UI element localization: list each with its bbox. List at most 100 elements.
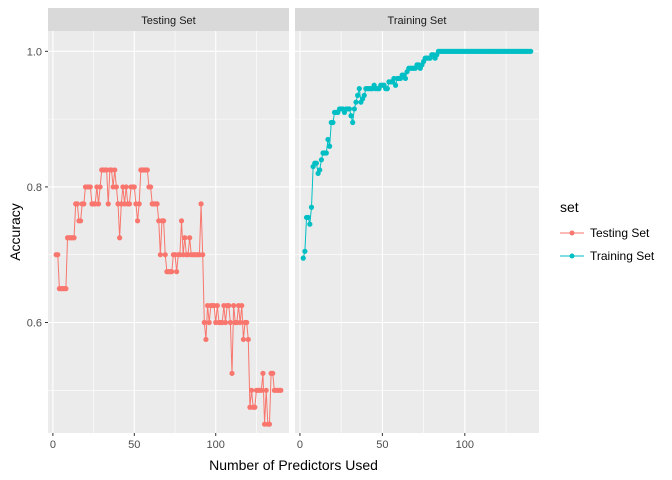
data-point	[55, 252, 61, 258]
y-axis: 0.6 0.8 1.0	[27, 46, 48, 330]
data-point	[318, 157, 324, 163]
data-point	[348, 113, 354, 119]
data-point	[327, 143, 333, 149]
data-point	[305, 214, 311, 221]
data-point	[252, 404, 258, 410]
data-point	[198, 201, 204, 207]
x-tick-label: 0	[50, 439, 56, 451]
data-point	[240, 336, 247, 343]
data-point	[239, 302, 245, 309]
facet-strip-label: Training Set	[388, 15, 447, 27]
data-point	[313, 160, 320, 166]
data-point	[258, 387, 264, 393]
data-point	[222, 319, 229, 326]
legend-label: Training Set	[590, 249, 655, 263]
data-point	[355, 92, 361, 98]
data-point	[229, 370, 235, 376]
data-point	[162, 252, 168, 258]
data-point	[260, 370, 266, 376]
gridlines	[48, 31, 289, 433]
legend-label: Testing Set	[590, 226, 650, 240]
data-point	[117, 235, 123, 241]
facet-strip	[48, 8, 289, 31]
series-group	[300, 48, 534, 261]
x-tick-label: 50	[376, 439, 388, 451]
data-point	[178, 218, 185, 224]
data-point	[206, 319, 212, 326]
y-axis-title: Accuracy	[7, 203, 23, 261]
y-tick-label: 0.6	[27, 318, 42, 330]
data-point	[330, 119, 336, 126]
data-point	[77, 218, 84, 224]
data-point	[95, 201, 102, 207]
data-point	[353, 99, 359, 105]
data-point	[402, 75, 409, 82]
data-point	[112, 167, 118, 173]
data-point	[200, 252, 206, 258]
facet-panel-testing: Testing Set	[48, 8, 289, 433]
data-point	[308, 204, 315, 210]
gridlines	[295, 31, 539, 433]
data-point	[231, 302, 237, 309]
legend: set Testing Set Training Set	[560, 199, 655, 263]
y-tick-label: 0.8	[27, 182, 42, 194]
data-point	[263, 387, 269, 393]
data-point	[154, 201, 160, 207]
legend-key-point	[569, 230, 575, 236]
legend-title: set	[560, 199, 579, 215]
data-point	[87, 184, 93, 190]
data-point	[244, 319, 250, 326]
data-point	[123, 184, 129, 190]
data-point	[323, 150, 329, 156]
x-tick-label: 0	[297, 439, 303, 451]
data-point	[144, 167, 150, 173]
data-point	[131, 184, 137, 190]
facet-panel-training: Training Set	[295, 8, 539, 433]
data-point	[81, 201, 87, 207]
data-point	[302, 248, 308, 254]
data-point	[147, 184, 154, 190]
data-point	[361, 92, 367, 98]
facet-strip	[295, 8, 539, 31]
data-point	[237, 319, 243, 326]
data-point	[63, 286, 69, 292]
data-point	[300, 255, 306, 261]
data-point	[384, 86, 390, 92]
data-point	[74, 201, 80, 207]
data-point	[169, 269, 175, 275]
legend-key-point	[569, 253, 575, 259]
data-point	[325, 136, 331, 143]
data-point	[245, 336, 251, 343]
data-point	[161, 218, 167, 224]
data-point	[346, 106, 353, 112]
data-point	[182, 235, 188, 241]
data-point	[71, 235, 77, 241]
data-point	[134, 218, 141, 224]
data-point	[136, 201, 142, 207]
data-point	[248, 387, 255, 393]
x-tick-label: 50	[128, 439, 140, 451]
data-point	[201, 319, 207, 326]
x-axis-title: Number of Predictors Used	[209, 457, 378, 473]
data-point	[317, 167, 323, 173]
data-point	[278, 387, 284, 393]
plot-panel	[48, 31, 289, 433]
data-point	[97, 184, 103, 190]
data-point	[350, 119, 356, 126]
y-tick-label: 1.0	[27, 46, 42, 58]
data-point	[226, 302, 232, 309]
plot-panel	[295, 31, 539, 433]
legend-item-training: Training Set	[560, 249, 655, 263]
data-point	[351, 106, 357, 112]
facet-strip-label: Testing Set	[141, 15, 195, 27]
data-point	[528, 48, 534, 54]
data-point	[392, 82, 399, 88]
data-point	[270, 370, 276, 376]
data-point	[157, 252, 163, 258]
x-axis: 0 50 100 0 50 100	[50, 433, 474, 451]
data-point	[174, 269, 180, 275]
data-point	[356, 86, 362, 92]
x-tick-label: 100	[207, 439, 225, 451]
